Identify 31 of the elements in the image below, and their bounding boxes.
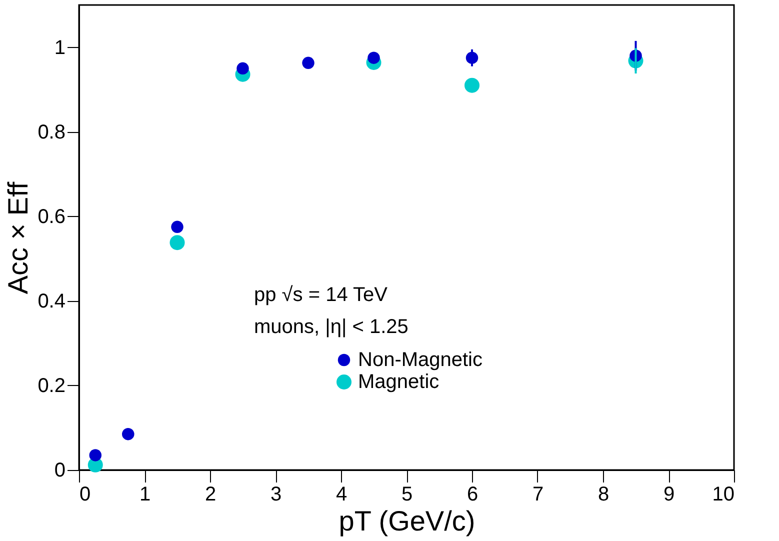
x-tick-label: 5 [401,484,413,506]
legend-label: Non-Magnetic [358,349,483,371]
point [170,235,185,250]
y-tick-label: 0.4 [38,290,66,312]
point [368,52,380,64]
x-tick-label: 9 [663,484,675,506]
x-tick-label: 3 [270,484,282,506]
point [89,449,102,462]
y-tick-label: 0.8 [38,121,66,144]
x-axis-title: pT (GeV/c) [338,506,476,536]
y-tick-label: 0 [54,460,66,482]
annotation: muons, |η| < 1.25 [254,316,408,338]
x-tick-label: 10 [712,484,734,506]
point [302,56,314,70]
x-tick-label: 4 [336,484,348,506]
x-tick-label: 0 [80,484,91,506]
point [171,220,184,234]
legend-label: Magnetic [358,371,440,393]
point [464,78,480,93]
x-tick-label: 7 [532,484,544,506]
y-tick-label: 0.2 [38,374,66,397]
x-tick-label: 1 [139,484,151,506]
x-tick-label: 8 [598,484,610,506]
point [236,62,249,75]
x-tick-label: 2 [204,484,216,506]
y-tick-label: 1 [54,36,66,59]
x-tick-label: 6 [466,484,478,506]
point [122,428,134,440]
y-tick-label: 0.6 [38,206,66,228]
annotation: pp √s = 14 TeV [254,284,388,306]
y-axis-title: Acc × Eff [2,182,34,294]
